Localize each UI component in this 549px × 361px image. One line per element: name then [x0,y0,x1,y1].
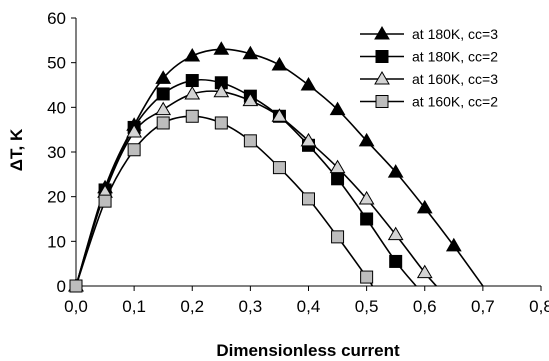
y-tick-label: 0 [57,277,66,296]
x-tick-label: 0,0 [64,297,88,316]
series-1-point [329,101,346,116]
markers-layer [68,41,462,293]
series-3-point [271,108,288,122]
legend-label: at 180K, cc=2 [412,49,498,65]
series-3-point [242,92,259,107]
series-1-point [184,47,201,62]
legend-marker [374,26,390,40]
series-1-point [271,56,288,71]
series-4-point [272,161,286,175]
legend-marker [375,95,389,108]
series-4-curve [75,115,374,287]
series-4-point [360,270,374,284]
series-4-point [331,230,345,244]
series-3-curve [75,90,437,287]
series-3-point [329,159,346,174]
series-4-point [214,116,228,130]
series-3-point [184,85,201,100]
series-4-point [185,109,199,123]
series-3-point [387,226,404,241]
x-tick-label: 0,8 [529,297,549,316]
legend: at 180K, cc=3 at 180K, cc=2 at 160K, cc=3 a… [360,26,498,110]
legend-label: at 160K, cc=2 [412,94,498,110]
axes-layer: 0 10 20 30 40 50 60 0,0 0,1 0,2 0,3 0,4 0,5 0,6 0,7 0,8 [47,9,549,316]
series-2-point [156,87,170,101]
series-3-point [416,264,433,279]
series-1-point [155,70,172,84]
series-3-point [300,132,317,147]
y-tick-label: 40 [47,98,66,117]
series-4-point [302,192,315,206]
series-2-curve [75,78,417,287]
series-4-point [127,143,141,157]
y-tick-label: 20 [47,188,66,207]
series-1-point [213,41,230,55]
series-1-point [242,45,259,60]
series-3-point [213,83,230,98]
x-tick-label: 0,3 [239,297,263,316]
legend-label: at 180K, cc=3 [412,26,498,42]
series-2-point [389,254,403,268]
series-1-point [416,199,433,214]
x-tick-label: 0,4 [297,297,321,316]
x-tick-label: 0,2 [180,297,204,316]
legend-marker [374,71,390,85]
x-tick-label: 0,5 [355,297,379,316]
series-4-point [156,116,170,130]
series-1-point [300,77,317,91]
series-2-point [360,212,374,226]
legend-marker [375,50,389,63]
legend-label: at 160K, cc=3 [412,71,498,87]
series-4-point [243,134,257,148]
x-tick-label: 0,7 [471,297,495,316]
series-4-point [98,194,112,208]
series-2-point [331,172,345,186]
series-1-point [358,132,375,147]
series-3-point [358,190,375,205]
x-tick-label: 0,6 [413,297,437,316]
y-tick-label: 10 [47,232,66,251]
series-4-point [69,279,83,293]
y-tick-label: 60 [47,9,66,28]
series-2-point [185,74,199,88]
series-1-point [445,237,462,252]
y-tick-label: 30 [47,143,66,162]
series-3-point [155,101,172,116]
series-3-point [126,123,142,138]
x-axis-title: Dimensionless current [216,341,400,360]
x-tick-label: 0,1 [122,297,146,316]
y-axis-title: ΔT, K [7,128,26,171]
y-tick-label: 50 [47,54,66,73]
series-1-point [387,164,404,178]
